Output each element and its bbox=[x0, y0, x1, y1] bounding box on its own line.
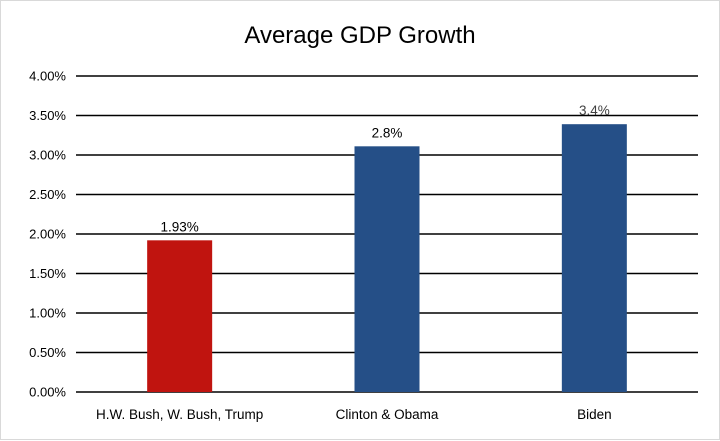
x-category-label: Clinton & Obama bbox=[336, 407, 439, 422]
data-label: 2.8% bbox=[372, 125, 403, 140]
x-axis-categories: H.W. Bush, W. Bush, Trump Clinton & Obama… bbox=[96, 407, 612, 422]
y-tick-label: 4.00% bbox=[29, 69, 66, 84]
y-tick-label: 1.00% bbox=[29, 306, 66, 321]
chart-title: Average GDP Growth bbox=[244, 22, 475, 49]
y-tick-label: 2.50% bbox=[29, 187, 66, 202]
bar bbox=[147, 240, 213, 392]
x-category-label: H.W. Bush, W. Bush, Trump bbox=[96, 407, 263, 422]
data-labels: 1.93% 2.8% 3.4% bbox=[161, 103, 610, 234]
y-tick-label: 2.00% bbox=[29, 227, 66, 242]
y-tick-label: 3.00% bbox=[29, 148, 66, 163]
bar bbox=[561, 124, 627, 392]
y-tick-label: 1.50% bbox=[29, 266, 66, 281]
data-label: 1.93% bbox=[161, 219, 199, 234]
y-tick-label: 3.50% bbox=[29, 108, 66, 123]
data-label: 3.4% bbox=[579, 103, 610, 118]
y-tick-label: 0.00% bbox=[29, 385, 66, 400]
y-axis-ticks: 0.00% 0.50% 1.00% 1.50% 2.00% 2.50% 3.00% 3.50%… bbox=[29, 69, 66, 400]
bars bbox=[147, 124, 627, 392]
x-category-label: Biden bbox=[577, 407, 612, 422]
y-tick-label: 0.50% bbox=[29, 345, 66, 360]
bar bbox=[354, 146, 420, 392]
